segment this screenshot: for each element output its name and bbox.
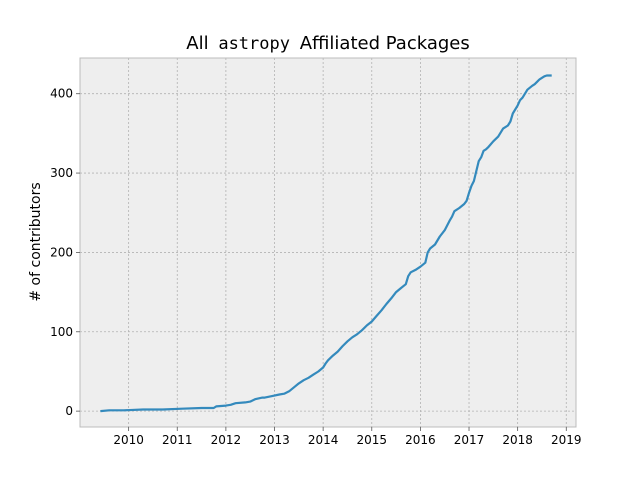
plot-background — [80, 58, 576, 427]
y-tick-label: 300 — [50, 166, 73, 180]
chart-title-mono: astropy — [218, 34, 290, 54]
grid-lines — [80, 58, 576, 427]
x-tick-label: 2015 — [356, 433, 387, 447]
plot-frame — [79, 57, 577, 428]
y-axis-label: # of contributors — [28, 182, 44, 301]
x-tick-label: 2017 — [454, 433, 485, 447]
x-tick-label: 2016 — [405, 433, 436, 447]
x-tick-label: 2019 — [551, 433, 582, 447]
y-tick-label: 400 — [50, 87, 73, 101]
x-tick-label: 2010 — [113, 433, 144, 447]
chart-title: All astropy Affiliated Packages — [186, 33, 469, 54]
chart-title-suffix: Affiliated Packages — [300, 33, 470, 54]
chart-title-prefix: All — [186, 33, 208, 54]
series-layer — [100, 74, 552, 413]
x-tick-label: 2012 — [211, 433, 242, 447]
x-tick-label: 2011 — [162, 433, 193, 447]
contributors-series-line — [100, 74, 552, 413]
y-tick-label: 0 — [65, 404, 73, 418]
x-tick-label: 2013 — [259, 433, 290, 447]
y-tick-label: 100 — [50, 325, 73, 339]
y-tick-label: 200 — [50, 245, 73, 259]
axis-ticks: 2010 2011 2012 2013 2014 2015 2016 2017 2018 2019… — [50, 87, 581, 447]
x-tick-label: 2014 — [308, 433, 339, 447]
x-tick-label: 2018 — [502, 433, 533, 447]
